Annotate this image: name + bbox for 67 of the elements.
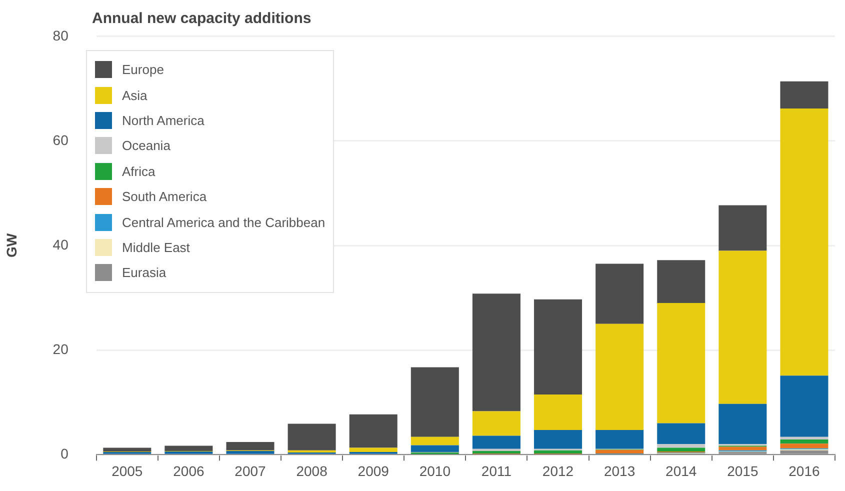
bar <box>472 450 520 454</box>
y-tick-label: 0 <box>60 445 69 462</box>
bar <box>657 303 706 424</box>
bar <box>718 446 767 450</box>
x-tick-label: 2007 <box>234 462 266 479</box>
legend-label: Central America and the Caribbean <box>122 214 326 230</box>
bar <box>349 448 398 452</box>
bar <box>657 448 706 452</box>
x-tick-label: 2005 <box>112 462 143 479</box>
bar <box>164 446 213 451</box>
bar <box>718 205 767 251</box>
x-tick-label: 2016 <box>788 462 820 479</box>
bar <box>780 444 828 448</box>
bar <box>596 264 644 324</box>
y-tick-label: 40 <box>52 236 69 252</box>
bar <box>534 430 582 449</box>
y-tick-label: 20 <box>52 340 69 357</box>
legend-label: Eurasia <box>122 265 166 280</box>
bar <box>780 81 828 109</box>
legend-label: Asia <box>122 88 148 103</box>
bar <box>472 411 520 436</box>
legend-label: South America <box>122 189 207 204</box>
bar <box>534 394 582 430</box>
legend-label: Africa <box>122 164 156 179</box>
x-tick-label: 2010 <box>419 462 451 479</box>
bar <box>410 445 459 452</box>
bar <box>596 450 644 454</box>
x-tick-label: 2009 <box>358 462 390 479</box>
chart-title: Annual new capacity additions <box>82 10 322 27</box>
y-axis-title: GW <box>3 232 20 258</box>
bar <box>780 376 828 437</box>
bar <box>534 450 582 454</box>
bar <box>596 324 644 430</box>
bar <box>288 424 336 450</box>
x-tick-label: 2008 <box>296 462 328 479</box>
bar <box>780 108 828 376</box>
bar <box>534 299 582 394</box>
bar <box>410 367 459 437</box>
legend-label: Middle East <box>122 240 190 255</box>
legend-label: Europe <box>122 62 164 78</box>
bar <box>657 260 706 304</box>
legend-label: Oceania <box>122 138 170 154</box>
bar <box>596 430 644 449</box>
y-tick-label: 60 <box>52 132 69 148</box>
x-tick-label: 2014 <box>666 462 697 479</box>
legend-label: North America <box>122 112 204 128</box>
bar <box>226 442 274 450</box>
bar <box>226 450 274 454</box>
x-tick-label: 2015 <box>727 462 758 479</box>
bar <box>288 450 336 453</box>
bar <box>657 444 706 448</box>
bar <box>780 436 828 440</box>
x-tick-label: 2011 <box>481 462 512 479</box>
bar <box>472 294 520 412</box>
bar <box>718 404 767 444</box>
y-tick-label: 80 <box>52 27 69 44</box>
bar <box>780 439 828 444</box>
x-tick-label: 2006 <box>173 462 204 479</box>
bar <box>472 436 520 449</box>
bar <box>657 423 706 444</box>
bar <box>410 436 459 446</box>
bar <box>103 448 152 452</box>
bar <box>718 250 767 404</box>
bar <box>164 451 213 454</box>
x-tick-label: 2012 <box>542 462 574 479</box>
x-tick-label: 2013 <box>604 462 636 479</box>
bar <box>349 414 398 448</box>
